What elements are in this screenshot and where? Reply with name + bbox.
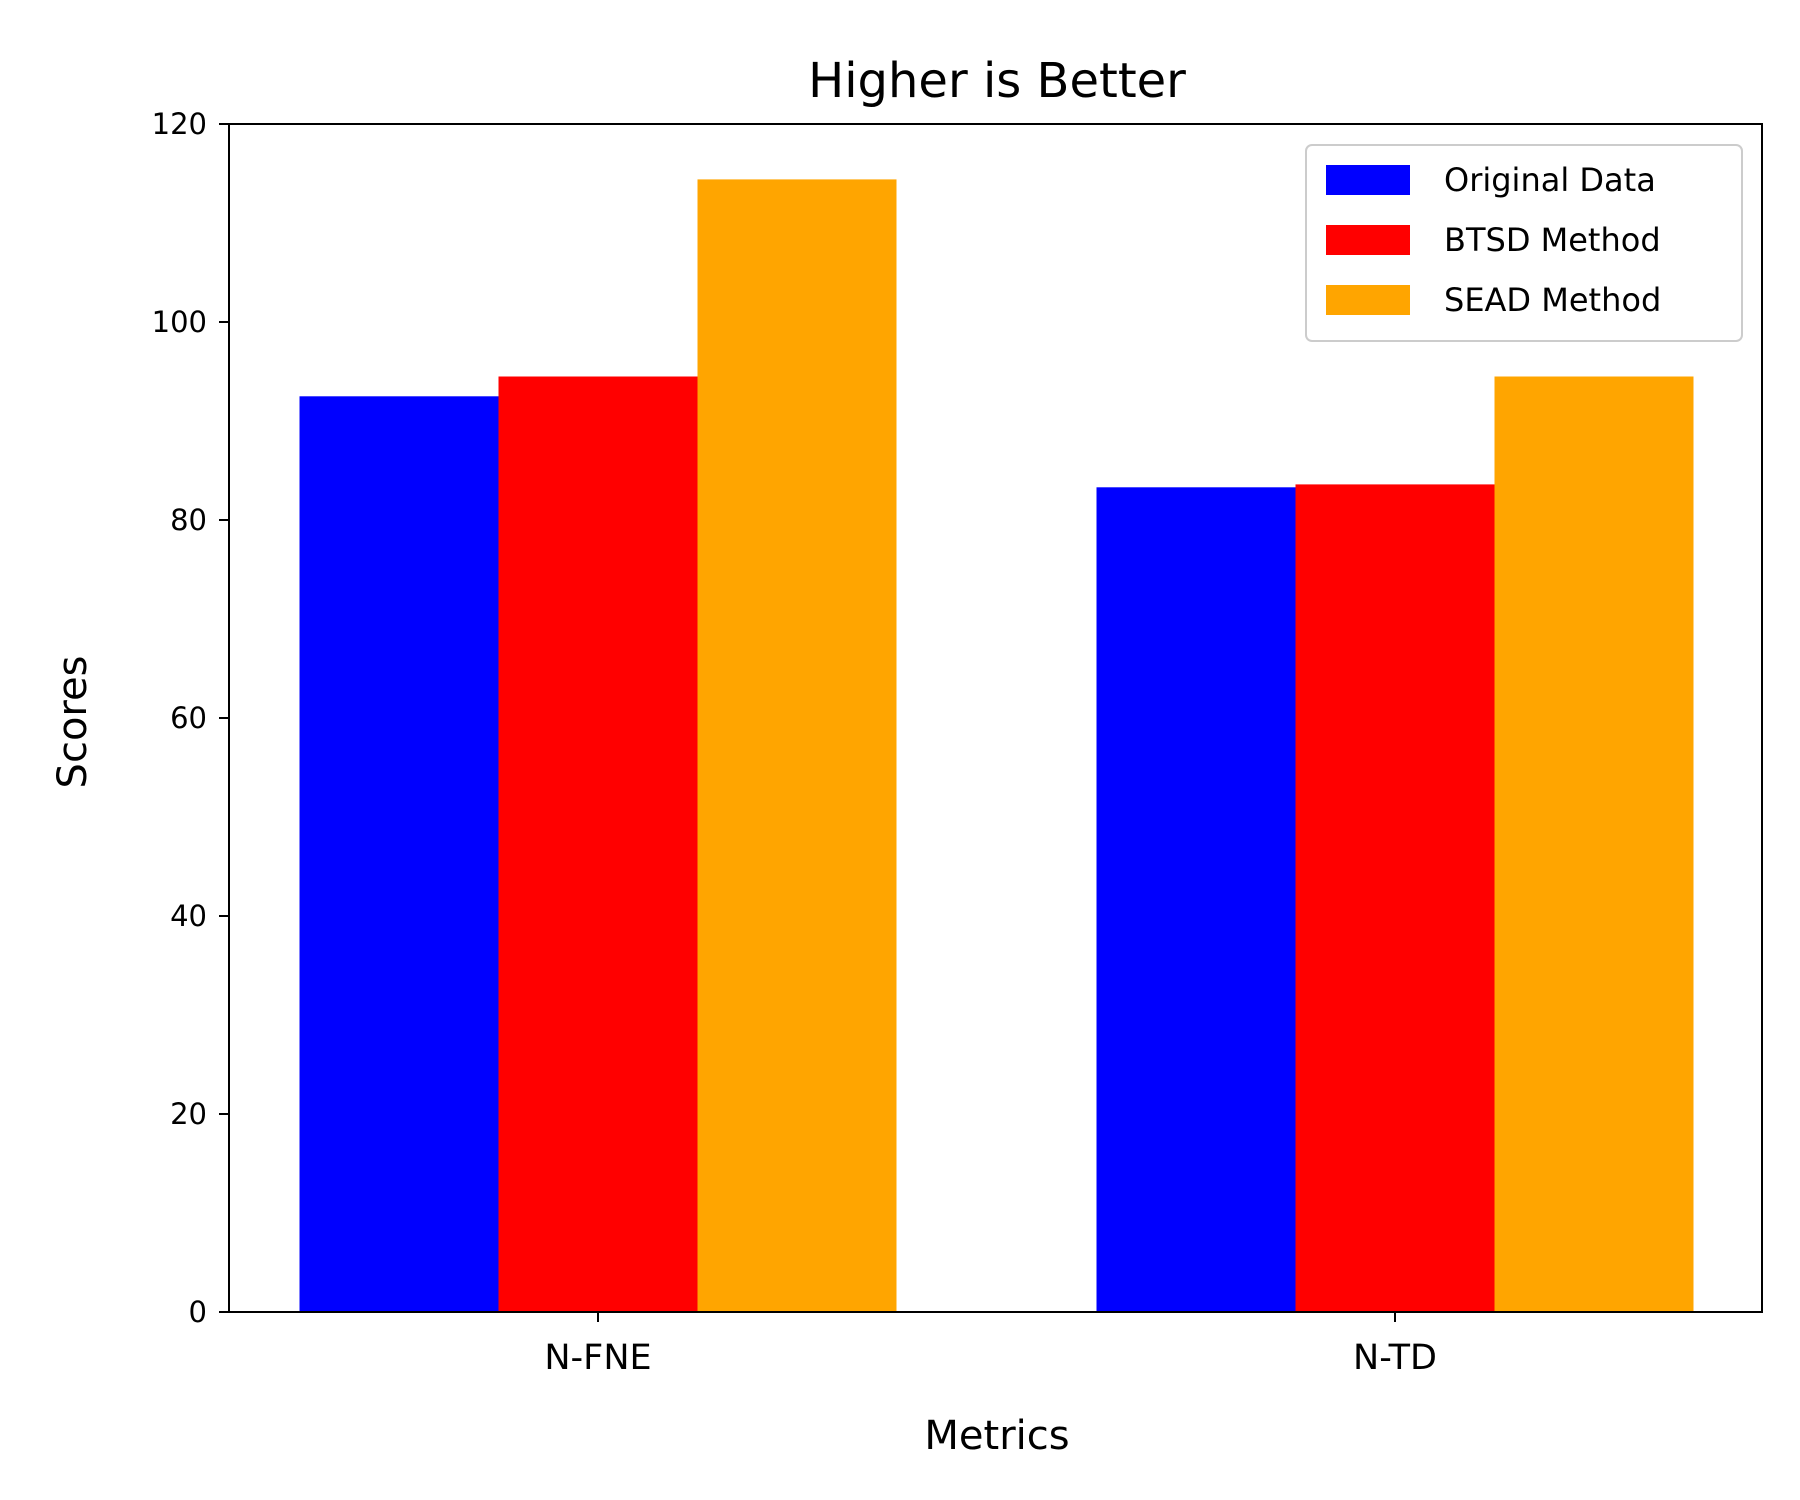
legend-label: BTSD Method xyxy=(1444,221,1661,259)
legend: Original Data BTSD Method SEAD Method xyxy=(1305,144,1743,342)
bar-n-fne-original-data xyxy=(299,396,499,1313)
x-axis-label: Metrics xyxy=(924,1413,1069,1459)
y-axis-label: Scores xyxy=(50,656,96,789)
y-tick-label: 80 xyxy=(170,503,207,537)
legend-swatch-original-data xyxy=(1326,165,1410,195)
bar-n-td-original-data xyxy=(1096,487,1296,1312)
bar-n-fne-sead-method xyxy=(697,179,897,1312)
y-tick-label: 100 xyxy=(152,305,207,339)
y-tick-label: 40 xyxy=(170,899,207,933)
y-axis-ticks: 0 20 40 60 80 100 120 xyxy=(152,107,229,1329)
bar-n-td-btsd-method xyxy=(1295,484,1495,1312)
bar-n-fne-btsd-method xyxy=(498,376,698,1312)
legend-swatch-sead-method xyxy=(1326,285,1410,315)
legend-label: Original Data xyxy=(1444,161,1656,199)
y-tick-label: 0 xyxy=(189,1295,207,1329)
bars-layer xyxy=(299,179,1694,1313)
y-tick-label: 20 xyxy=(170,1097,207,1131)
y-tick-label: 60 xyxy=(170,701,207,735)
chart-title: Higher is Better xyxy=(808,53,1186,109)
y-tick-label: 120 xyxy=(152,107,207,141)
x-tick-label-n-td: N-TD xyxy=(1353,1338,1437,1378)
bar-n-td-sead-method xyxy=(1494,376,1694,1312)
legend-swatch-btsd-method xyxy=(1326,225,1410,255)
x-axis-ticks: N-FNE N-TD xyxy=(544,1312,1437,1378)
legend-label: SEAD Method xyxy=(1444,281,1661,319)
legend-items: Original Data BTSD Method SEAD Method xyxy=(1326,161,1661,319)
x-tick-label-n-fne: N-FNE xyxy=(544,1338,651,1378)
legend-frame xyxy=(1305,144,1743,342)
